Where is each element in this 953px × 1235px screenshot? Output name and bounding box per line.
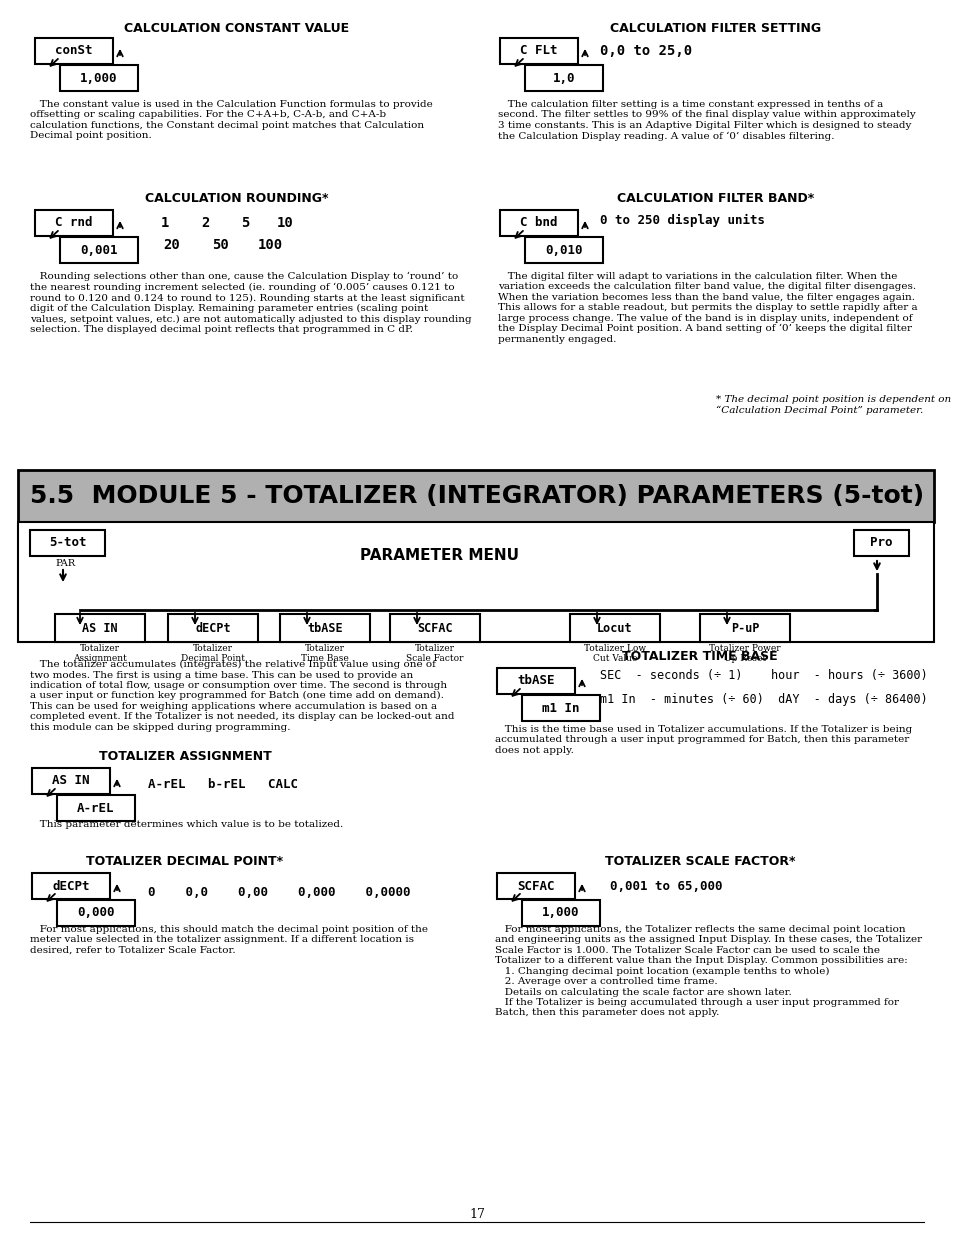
Text: Rounding selections other than one, cause the Calculation Display to ‘round’ to
: Rounding selections other than one, caus… bbox=[30, 272, 471, 335]
Text: dECPt: dECPt bbox=[195, 621, 231, 635]
Text: 1,0: 1,0 bbox=[552, 72, 575, 84]
Text: 0 to 250 display units: 0 to 250 display units bbox=[599, 214, 764, 226]
Text: CALCULATION FILTER SETTING: CALCULATION FILTER SETTING bbox=[610, 22, 821, 35]
Bar bbox=[35, 210, 112, 236]
Bar bbox=[57, 900, 135, 926]
Text: 2: 2 bbox=[200, 216, 209, 230]
Bar bbox=[499, 210, 578, 236]
Text: C FLt: C FLt bbox=[519, 44, 558, 58]
Text: Totalizer
Time Base: Totalizer Time Base bbox=[301, 643, 349, 663]
Text: Totalizer
Decimal Point: Totalizer Decimal Point bbox=[181, 643, 245, 663]
Text: PARAMETER MENU: PARAMETER MENU bbox=[360, 548, 519, 563]
Bar bbox=[32, 768, 110, 794]
Text: This is the time base used in Totalizer accumulations. If the Totalizer is being: This is the time base used in Totalizer … bbox=[495, 725, 911, 755]
Text: Totalizer Power
Up Reset: Totalizer Power Up Reset bbox=[708, 643, 780, 663]
Text: CALCULATION CONSTANT VALUE: CALCULATION CONSTANT VALUE bbox=[124, 22, 349, 35]
Bar bbox=[57, 795, 135, 821]
Bar bbox=[30, 530, 105, 556]
Text: 50: 50 bbox=[212, 238, 228, 252]
Text: 5: 5 bbox=[240, 216, 249, 230]
Text: 1,000: 1,000 bbox=[80, 72, 117, 84]
Bar bbox=[390, 614, 479, 642]
Bar bbox=[60, 237, 138, 263]
Text: TOTALIZER SCALE FACTOR*: TOTALIZER SCALE FACTOR* bbox=[604, 855, 795, 868]
Text: For most applications, the Totalizer reflects the same decimal point location
an: For most applications, the Totalizer ref… bbox=[495, 925, 922, 1018]
Text: The constant value is used in the Calculation Function formulas to provide
offse: The constant value is used in the Calcul… bbox=[30, 100, 433, 141]
Text: Totalizer
Assignment: Totalizer Assignment bbox=[73, 643, 127, 663]
Text: 0,000: 0,000 bbox=[77, 906, 114, 920]
Text: m1 In: m1 In bbox=[541, 701, 579, 715]
Text: P-uP: P-uP bbox=[730, 621, 759, 635]
Text: 5-tot: 5-tot bbox=[49, 536, 86, 550]
Text: dECPt: dECPt bbox=[52, 879, 90, 893]
Text: CALCULATION FILTER BAND*: CALCULATION FILTER BAND* bbox=[617, 191, 814, 205]
Bar bbox=[497, 873, 575, 899]
Text: 0,001: 0,001 bbox=[80, 243, 117, 257]
Text: 17: 17 bbox=[469, 1209, 484, 1221]
Text: m1 In  - minutes (÷ 60)  dAY  - days (÷ 86400): m1 In - minutes (÷ 60) dAY - days (÷ 864… bbox=[599, 694, 926, 706]
Bar bbox=[32, 873, 110, 899]
Bar bbox=[524, 237, 602, 263]
Text: AS IN: AS IN bbox=[82, 621, 117, 635]
Bar bbox=[700, 614, 789, 642]
Text: CALCULATION ROUNDING*: CALCULATION ROUNDING* bbox=[145, 191, 329, 205]
Text: TOTALIZER TIME BASE: TOTALIZER TIME BASE bbox=[621, 650, 777, 663]
Text: C rnd: C rnd bbox=[55, 216, 92, 230]
Text: The digital filter will adapt to variations in the calculation filter. When the
: The digital filter will adapt to variati… bbox=[497, 272, 917, 343]
Bar bbox=[524, 65, 602, 91]
Bar bbox=[35, 38, 112, 64]
Text: 0    0,0    0,00    0,000    0,0000: 0 0,0 0,00 0,000 0,0000 bbox=[148, 887, 410, 899]
Bar bbox=[280, 614, 370, 642]
Text: This parameter determines which value is to be totalized.: This parameter determines which value is… bbox=[30, 820, 343, 829]
Text: Pro: Pro bbox=[869, 536, 892, 550]
Text: TOTALIZER ASSIGNMENT: TOTALIZER ASSIGNMENT bbox=[98, 750, 271, 763]
Bar bbox=[168, 614, 257, 642]
Bar bbox=[521, 900, 599, 926]
Bar bbox=[521, 695, 599, 721]
Text: TOTALIZER DECIMAL POINT*: TOTALIZER DECIMAL POINT* bbox=[87, 855, 283, 868]
Bar bbox=[497, 668, 575, 694]
Text: 100: 100 bbox=[257, 238, 282, 252]
Text: Totalizer
Scale Factor: Totalizer Scale Factor bbox=[406, 643, 463, 663]
Text: The totalizer accumulates (integrates) the relative Input value using one of
two: The totalizer accumulates (integrates) t… bbox=[30, 659, 454, 731]
Bar bbox=[60, 65, 138, 91]
Text: 0,001 to 65,000: 0,001 to 65,000 bbox=[609, 879, 721, 893]
Bar bbox=[853, 530, 908, 556]
Text: SEC  - seconds (÷ 1)    hour  - hours (÷ 3600): SEC - seconds (÷ 1) hour - hours (÷ 3600… bbox=[599, 668, 926, 682]
Text: C bnd: C bnd bbox=[519, 216, 558, 230]
Text: 10: 10 bbox=[276, 216, 294, 230]
Bar bbox=[569, 614, 659, 642]
Text: 0,010: 0,010 bbox=[545, 243, 582, 257]
Text: For most applications, this should match the decimal point position of the
meter: For most applications, this should match… bbox=[30, 925, 428, 955]
Text: * The decimal point position is dependent on the selection made in the
“Calculat: * The decimal point position is dependen… bbox=[716, 395, 953, 415]
Text: 0,0 to 25,0: 0,0 to 25,0 bbox=[599, 44, 691, 58]
Text: AS IN: AS IN bbox=[52, 774, 90, 788]
Text: SCFAC: SCFAC bbox=[416, 621, 453, 635]
Text: Totalizer Low
Cut Value: Totalizer Low Cut Value bbox=[583, 643, 645, 663]
Text: Locut: Locut bbox=[597, 621, 632, 635]
Text: The calculation filter setting is a time constant expressed in tenths of a
secon: The calculation filter setting is a time… bbox=[497, 100, 915, 141]
Text: 1: 1 bbox=[161, 216, 169, 230]
Text: conSt: conSt bbox=[55, 44, 92, 58]
Text: A-rEL   b-rEL   CALC: A-rEL b-rEL CALC bbox=[148, 778, 297, 792]
Text: SCFAC: SCFAC bbox=[517, 879, 554, 893]
Bar bbox=[499, 38, 578, 64]
Text: PAR: PAR bbox=[55, 558, 75, 568]
Text: A-rEL: A-rEL bbox=[77, 802, 114, 815]
Bar bbox=[18, 471, 933, 522]
Bar bbox=[18, 522, 933, 642]
Text: 5.5  MODULE 5 - TOTALIZER (INTEGRATOR) PARAMETERS (5-tot): 5.5 MODULE 5 - TOTALIZER (INTEGRATOR) PA… bbox=[30, 484, 923, 508]
Text: 1,000: 1,000 bbox=[541, 906, 579, 920]
Text: tbASE: tbASE bbox=[517, 674, 554, 688]
Bar bbox=[55, 614, 145, 642]
Text: 20: 20 bbox=[164, 238, 180, 252]
Text: tbASE: tbASE bbox=[307, 621, 342, 635]
